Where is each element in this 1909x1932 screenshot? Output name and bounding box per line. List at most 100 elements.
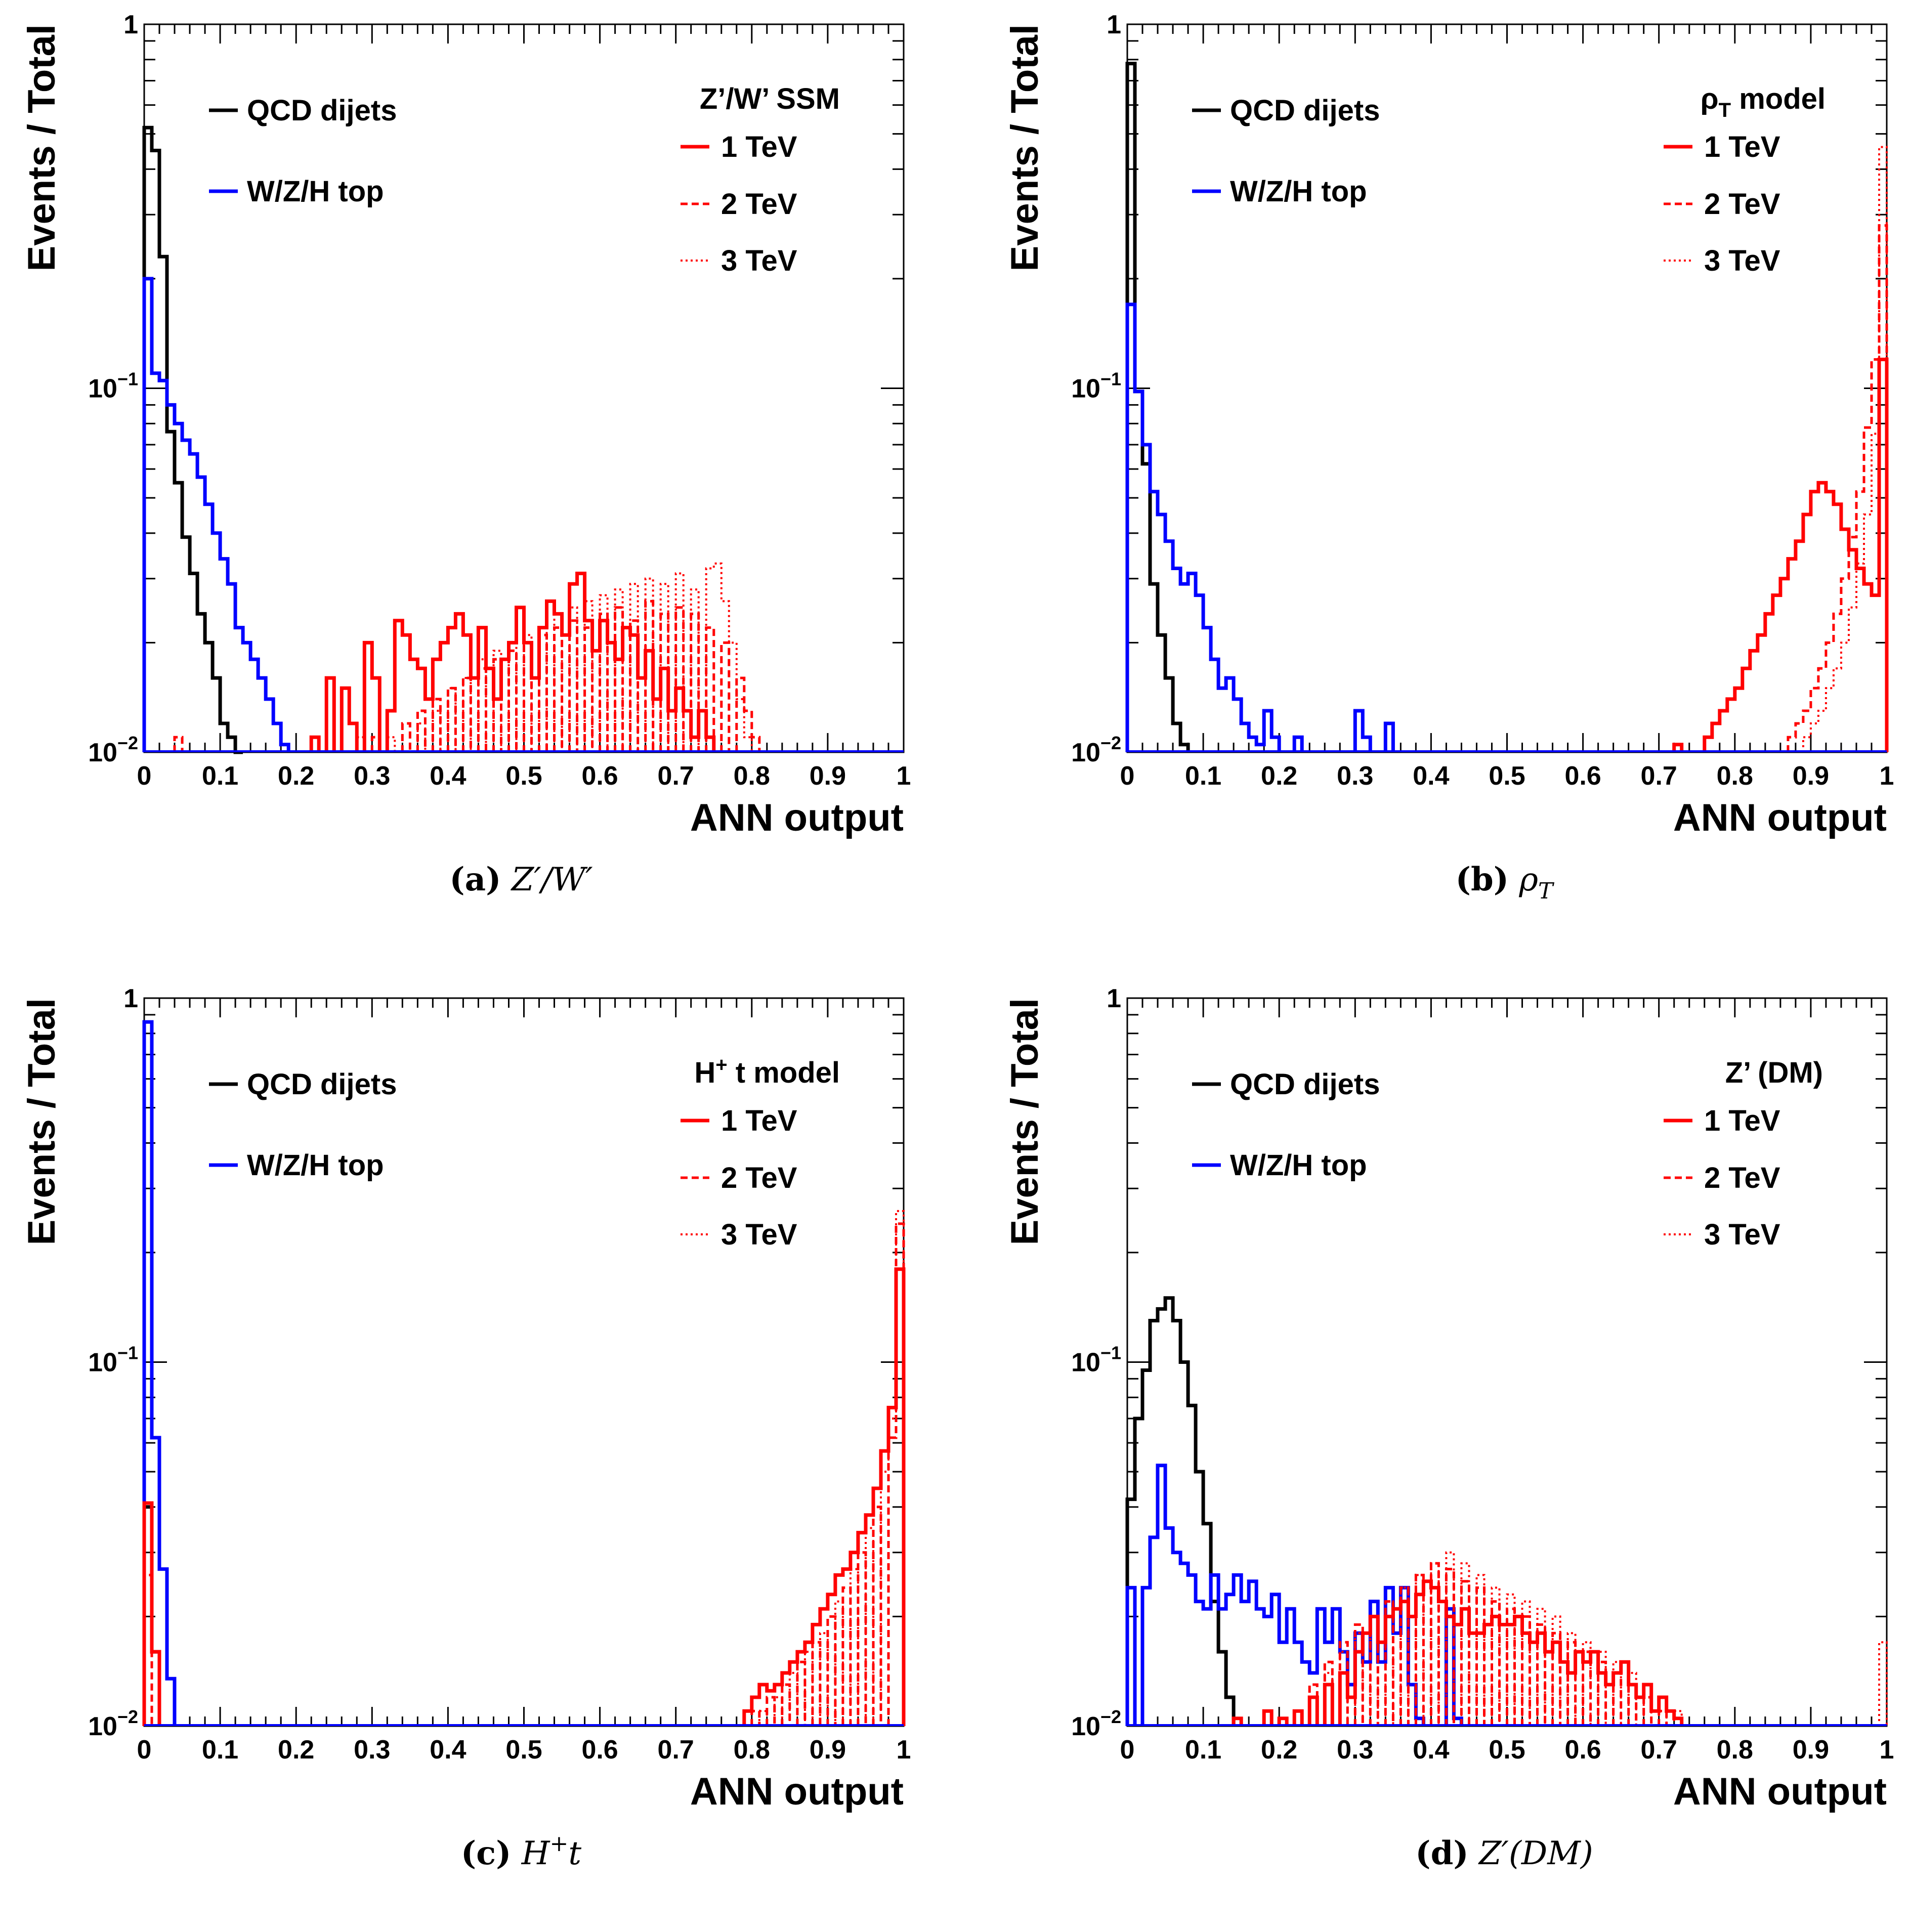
legend-label-legend_2tev: 2 TeV (721, 1162, 797, 1194)
histogram-bin (152, 373, 159, 752)
histogram-bin (1173, 1553, 1180, 1726)
legend-title-h: H (694, 1056, 715, 1089)
x-tick-label: 0.1 (202, 761, 238, 791)
series-3-tev (758, 1210, 905, 1726)
legend-signal: H+ t model 1 TeV 2 TeV 3 TeV (681, 1054, 840, 1251)
histogram-bin (1355, 1633, 1363, 1726)
caption-math: Z′/W′ (511, 861, 593, 898)
histogram-bin (1856, 564, 1864, 752)
x-tick-label: 0.1 (202, 1735, 238, 1765)
histogram-line (1324, 1551, 1888, 1726)
histograms (142, 1020, 906, 1726)
y-tick-label: 1 (123, 984, 138, 1013)
histogram-bin (820, 1633, 828, 1726)
caption-tag: (d) (1415, 1834, 1468, 1872)
legend-title-sup: + (715, 1054, 727, 1076)
histogram-bin (175, 423, 182, 752)
y-tick-base: 10 (1071, 738, 1100, 767)
legend-label-top: W/Z/H top (1230, 1149, 1367, 1182)
histogram-bin (1834, 668, 1841, 752)
y-axis-title: Events / Total (1003, 998, 1046, 1245)
legend-background: QCD dijets W/Z/H top (1192, 94, 1380, 208)
y-tick-label: 10−2 (88, 1706, 138, 1741)
y-tick-base: 10 (1071, 1712, 1100, 1741)
histogram-bin (1614, 1662, 1621, 1726)
series-2-tev (143, 1222, 905, 1726)
x-tick-label: 0.5 (505, 1735, 542, 1765)
series-w-z-h-top (1125, 303, 1395, 752)
caption-tag: (a) (449, 861, 501, 898)
legend-background: QCD dijets W/Z/H top (209, 94, 397, 208)
x-tick-label: 0.6 (581, 761, 618, 791)
legend-label-qcd: QCD dijets (247, 1068, 397, 1101)
histogram-bin (159, 380, 167, 752)
legend-label-top: W/Z/H top (1230, 175, 1367, 208)
y-tick-label: 10−1 (1071, 1343, 1121, 1378)
histogram-bin (1780, 579, 1788, 752)
histogram-bin (646, 579, 653, 752)
histogram-bin (1841, 642, 1849, 752)
histogram-bin (1879, 1642, 1887, 1726)
y-tick-base: 10 (88, 374, 117, 404)
legend-label-legend_3tev: 3 TeV (721, 1218, 797, 1251)
histogram-bin (1773, 595, 1780, 752)
histogram-bin (775, 1697, 782, 1726)
histograms (1125, 62, 1889, 752)
caption-tag: (b) (1456, 861, 1509, 898)
histogram-line (356, 562, 753, 752)
histogram-bin (1256, 1609, 1264, 1726)
x-tick-label: 0.4 (1413, 761, 1449, 791)
x-tick-label: 0.8 (1717, 761, 1753, 791)
histogram-bin (478, 659, 486, 752)
histogram-bin (661, 584, 668, 752)
histogram-line (142, 1267, 906, 1726)
series-2-tev (173, 599, 761, 752)
y-tick-exponent: −1 (117, 369, 138, 390)
caption-space (1469, 1835, 1479, 1872)
legend-title: H+ t model (694, 1054, 840, 1089)
histogram-bin (1629, 1673, 1636, 1726)
histogram-bin (1188, 573, 1196, 752)
series-w-z-h-top (142, 1020, 177, 1726)
y-tick-label: 1 (123, 10, 138, 39)
histogram-bin (508, 642, 516, 752)
x-tick-label: 0.2 (278, 1735, 314, 1765)
histogram-bin (1325, 1673, 1332, 1726)
histogram-bin (737, 699, 744, 752)
x-tick-label: 0.3 (1337, 1735, 1373, 1765)
panel-d: 0 0.1 0.2 0.3 0.4 0.5 0.6 0.7 0.8 0.9 1110−110−2AN… (1003, 984, 1894, 1872)
histogram-bin (1758, 635, 1765, 752)
histogram-bin (1598, 1652, 1606, 1726)
y-axis-title: Events / Total (20, 998, 63, 1245)
histogram-bin (1241, 1602, 1249, 1726)
y-tick-label: 10−2 (1071, 733, 1121, 767)
x-tick-label: 0.5 (1489, 1735, 1525, 1765)
histogram-bin (1431, 1563, 1438, 1726)
histogram-bin (417, 723, 425, 752)
histogram-bin (1226, 1595, 1234, 1726)
x-tick-label: 0.5 (1489, 761, 1525, 791)
x-tick-label: 0 (137, 1735, 152, 1765)
x-tick-label: 0.7 (1641, 761, 1677, 791)
series-1-tev (142, 1267, 906, 1726)
x-axis-title: ANN output (690, 796, 904, 839)
legend-label-legend_2tev: 2 TeV (1704, 1162, 1780, 1194)
caption-math: Z′(DM) (1478, 1835, 1593, 1872)
histogram-bin (805, 1652, 813, 1726)
histogram-bin (493, 651, 501, 752)
histogram-bin (1180, 1563, 1188, 1726)
x-tick-label: 0.8 (734, 1735, 770, 1765)
histogram-bin (357, 737, 364, 752)
histogram-bin (235, 628, 243, 752)
x-tick-label: 0.9 (1793, 1735, 1829, 1765)
legend-signal: Z’ (DM) 1 TeV 2 TeV 3 TeV (1664, 1056, 1823, 1251)
histogram-bin (1553, 1616, 1560, 1726)
x-tick-label: 0.6 (1564, 1735, 1601, 1765)
histogram-bin (866, 1528, 873, 1726)
y-tick-exponent: −1 (1100, 1343, 1121, 1363)
legend-title-rest: t model (728, 1056, 840, 1089)
histogram-bin (1522, 1602, 1530, 1726)
y-axis-title: Events / Total (1003, 24, 1046, 271)
histogram-bin (570, 608, 577, 752)
